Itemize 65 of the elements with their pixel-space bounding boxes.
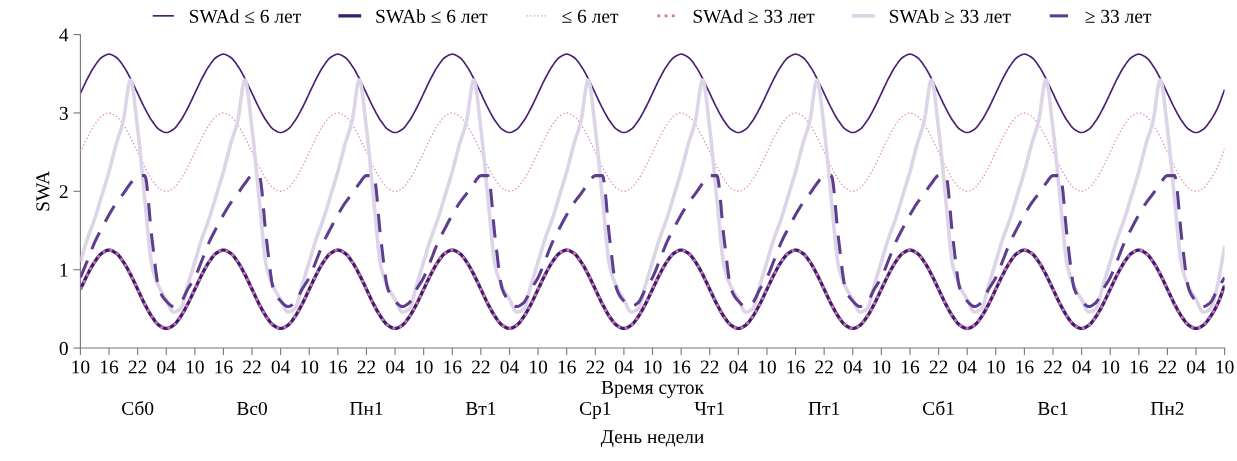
x-tick-label: 10: [873, 360, 891, 374]
text: Пн1: [349, 402, 383, 415]
x-tick-label: 10: [1102, 360, 1120, 374]
text: Вт1: [465, 402, 496, 415]
legend-label: SWAd ≥ 33 лет: [693, 9, 815, 23]
x-tick-label: 04: [157, 360, 176, 374]
text: Сб1: [922, 400, 954, 416]
x-tick-label: 10: [72, 360, 90, 374]
x-tick-label: 10: [186, 360, 204, 374]
x-tick-label: 10: [1216, 360, 1234, 374]
x-tick-label: 10: [644, 360, 662, 374]
x-tick-label: 16: [215, 360, 233, 374]
x-axis-title: Время суток: [601, 380, 704, 398]
y-tick-label: 0: [59, 341, 68, 355]
x-tick-label: 22: [1158, 360, 1177, 374]
legend-label: SWAd ≤ 6 лет: [189, 9, 301, 23]
text: Вс0: [236, 401, 267, 416]
x-tick-label: 16: [1130, 360, 1148, 374]
text: Чт1: [694, 402, 724, 415]
text: Пн2: [1150, 401, 1184, 415]
x-tick-label: 22: [357, 360, 376, 374]
x-tick-label: 10: [530, 360, 548, 374]
x-tick-label: 22: [700, 360, 719, 374]
x-tick-label: 16: [1016, 360, 1034, 374]
x-tick-label: 04: [500, 360, 519, 374]
x-tick-label: 10: [301, 360, 319, 374]
x-tick-label: 16: [329, 360, 347, 374]
x-tick-label: 04: [614, 360, 634, 374]
x-tick-label: 16: [787, 360, 805, 374]
x-tick-label: 10: [987, 360, 1005, 374]
y-tick-label: 1: [60, 263, 68, 277]
x-tick-label: 04: [271, 360, 291, 374]
legend-label: ≤ 6 лет: [562, 9, 619, 23]
x-tick-label: 22: [929, 360, 948, 374]
y-tick-label: 4: [59, 28, 69, 42]
x-tick-label: 04: [1187, 360, 1206, 374]
text: Сб0: [122, 400, 154, 416]
x-tick-label: 04: [843, 360, 863, 374]
x-tick-label: 16: [901, 360, 920, 374]
y-tick-label: 2: [59, 185, 68, 199]
x-tick-label: 22: [128, 360, 147, 374]
x-tick-label: 16: [101, 360, 119, 374]
x-tick-label: 22: [243, 360, 261, 374]
x-tick-label: 04: [386, 360, 405, 374]
x-tick-label: 16: [558, 360, 576, 374]
y-tick-label: 3: [59, 106, 68, 120]
x-tick-label: 10: [415, 360, 433, 374]
text: Пт1: [808, 402, 840, 415]
x-tick-label: 22: [1044, 360, 1062, 374]
x2-axis-title: День недели: [600, 430, 704, 448]
text: Ср1: [579, 401, 611, 419]
text: Вс1: [1037, 402, 1068, 416]
x-tick-label: 16: [673, 360, 691, 374]
x-tick-label: 22: [586, 360, 604, 374]
legend-label: SWAb ≤ 6 лет: [376, 9, 488, 23]
legend-label: SWAb ≥ 33 лет: [889, 9, 1011, 23]
x-tick-label: 04: [729, 360, 748, 374]
x-tick-label: 10: [758, 360, 776, 374]
x-tick-label: 22: [472, 360, 490, 374]
x-tick-label: 22: [815, 360, 833, 374]
x-tick-label: 04: [1072, 360, 1092, 374]
x-tick-label: 16: [444, 360, 462, 374]
legend-label: ≥ 33 лет: [1085, 9, 1152, 23]
x-tick-label: 04: [958, 360, 977, 374]
y-axis-title: SWA: [36, 170, 50, 211]
